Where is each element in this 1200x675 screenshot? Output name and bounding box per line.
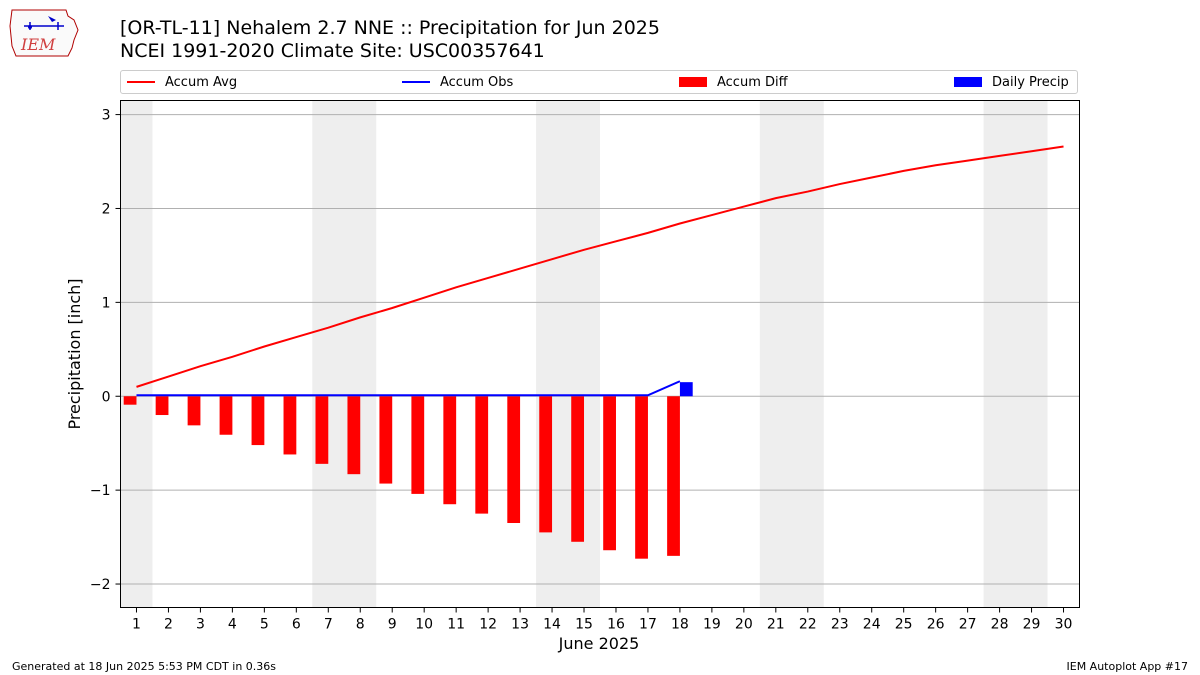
legend-swatch-daily-precip (954, 77, 982, 87)
y-tick-label: 1 (102, 295, 111, 311)
accum-obs-line (136, 380, 681, 397)
legend-swatch-accum-obs (402, 81, 430, 83)
chart-legend: Accum Avg Accum Obs Accum Diff Daily Pre… (120, 70, 1078, 94)
weekend-band-1 (120, 100, 153, 608)
weekend-band-2 (312, 100, 377, 608)
x-tick-label: 24 (863, 617, 881, 633)
accum-diff-bar (187, 396, 201, 426)
x-tick-label: 18 (671, 617, 689, 633)
x-tick-label: 17 (639, 617, 657, 633)
x-tick-label: 5 (260, 617, 269, 633)
x-tick-label: 7 (324, 617, 333, 633)
x-tick-label: 10 (415, 617, 433, 633)
accum-diff-bar (347, 396, 361, 475)
y-tick-label: 0 (102, 389, 111, 405)
weekend-band-5 (983, 100, 1048, 608)
x-tick-label: 6 (292, 617, 301, 633)
plot-frame (120, 100, 1080, 608)
x-tick-label: 20 (735, 617, 753, 633)
accum-diff-bar (443, 396, 457, 505)
legend-item-accum-avg: Accum Avg (127, 71, 237, 93)
x-tick-label: 22 (799, 617, 817, 633)
accum-diff-bar (635, 396, 648, 559)
legend-label-accum-obs: Accum Obs (440, 74, 514, 90)
y-tick-label: −2 (90, 577, 111, 593)
x-tick-label: 28 (991, 617, 1009, 633)
x-tick-label: 2 (164, 617, 173, 633)
legend-swatch-accum-diff (679, 77, 707, 87)
x-tick-label: 26 (927, 617, 945, 633)
accum-diff-bar (219, 396, 233, 435)
accum-diff-bar (571, 396, 585, 542)
bar-series (123, 382, 693, 559)
x-tick-label: 8 (356, 617, 365, 633)
daily-precip-bar (679, 382, 693, 397)
x-tick-label: 23 (831, 617, 849, 633)
x-tick-label: 19 (703, 617, 721, 633)
accum-diff-bar (251, 396, 265, 446)
accum-diff-bar (475, 396, 489, 514)
x-tick-label: 4 (228, 617, 237, 633)
x-tick-label: 3 (196, 617, 205, 633)
y-tick-label: −1 (90, 483, 111, 499)
legend-label-accum-diff: Accum Diff (717, 74, 788, 90)
accum-diff-bar (379, 396, 393, 484)
accum-diff-bar (411, 396, 425, 494)
accum-diff-bar (315, 396, 329, 464)
accum-avg-line (136, 145, 1064, 388)
accum-diff-bar (507, 396, 521, 523)
legend-label-daily-precip: Daily Precip (992, 74, 1069, 90)
legend-item-accum-diff: Accum Diff (679, 71, 788, 93)
accum-diff-bar (283, 396, 297, 455)
weekend-band-4 (759, 100, 824, 608)
x-tick-label: 27 (959, 617, 977, 633)
x-tick-label: 1 (132, 617, 141, 633)
line-series (136, 145, 1064, 397)
y-tick-label: 2 (102, 201, 111, 217)
x-axis-label: June 2025 (558, 634, 640, 653)
x-tick-label: 25 (895, 617, 913, 633)
legend-item-accum-obs: Accum Obs (402, 71, 513, 93)
y-axis-label: Precipitation [inch] (65, 278, 84, 429)
chart-title: [OR-TL-11] Nehalem 2.7 NNE :: Precipitat… (120, 17, 660, 39)
accum-diff-bar (603, 396, 616, 551)
iem-logo: IEM (8, 6, 80, 58)
weekend-shading (120, 100, 1048, 608)
legend-label-accum-avg: Accum Avg (165, 74, 238, 90)
x-tick-label: 12 (479, 617, 497, 633)
logo-text: IEM (20, 35, 56, 54)
x-tick-label: 15 (575, 617, 593, 633)
accum-diff-bar (155, 396, 169, 416)
x-tick-label: 16 (607, 617, 625, 633)
x-tick-label: 29 (1023, 617, 1041, 633)
x-tick-label: 13 (511, 617, 529, 633)
accum-diff-bar (123, 396, 137, 405)
x-tick-label: 11 (447, 617, 465, 633)
accum-diff-bar (667, 396, 680, 556)
y-tick-label: 3 (102, 108, 111, 124)
x-tick-label: 21 (767, 617, 785, 633)
legend-swatch-accum-avg (127, 81, 155, 83)
x-tick-label: 30 (1055, 617, 1073, 633)
chart-subtitle: NCEI 1991-2020 Climate Site: USC00357641 (120, 40, 545, 62)
x-tick-label: 14 (543, 617, 561, 633)
app-credit: IEM Autoplot App #17 (1066, 660, 1189, 673)
legend-item-daily-precip: Daily Precip (954, 71, 1069, 93)
accum-diff-bar (539, 396, 553, 533)
generated-timestamp: Generated at 18 Jun 2025 5:53 PM CDT in … (12, 660, 277, 673)
x-tick-label: 9 (388, 617, 397, 633)
